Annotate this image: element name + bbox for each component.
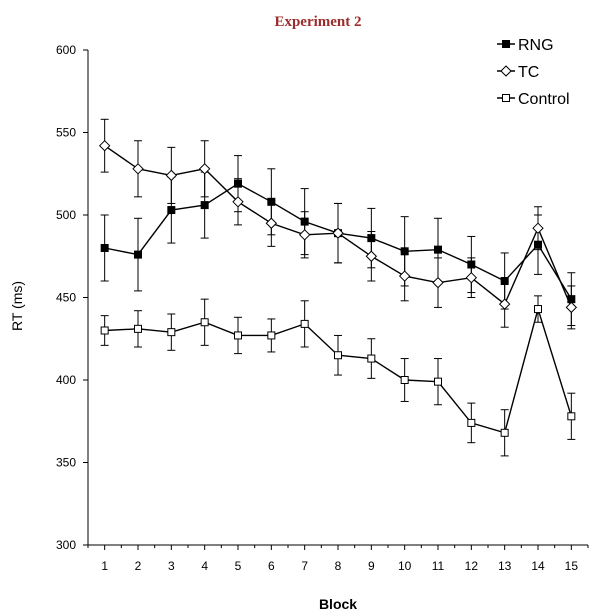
data-point-tc [232, 196, 244, 208]
y-axis-label: RT (ms) [9, 281, 25, 331]
data-point-rng [134, 250, 142, 259]
x-tick-label: 6 [268, 559, 275, 573]
x-tick-label: 8 [335, 559, 342, 573]
x-tick-label: 9 [368, 559, 375, 573]
data-point-control [200, 318, 209, 327]
data-point-tc [565, 301, 578, 314]
data-point-tc [332, 227, 344, 239]
x-tick-label: 4 [201, 559, 208, 573]
chart-title: Experiment 2 [274, 14, 361, 30]
data-point-control [267, 331, 276, 340]
legend: RNG TC Control [497, 37, 570, 108]
data-point-control [300, 319, 309, 328]
data-point-tc [165, 169, 178, 182]
x-axis-label: Block [319, 596, 357, 612]
data-point-tc [98, 139, 111, 152]
x-tick-label: 2 [135, 559, 142, 573]
x-tick-label: 5 [235, 559, 242, 573]
data-point-tc [198, 163, 211, 175]
legend-marker-control [502, 94, 510, 102]
y-tick-label: 500 [56, 208, 76, 222]
series-tc [98, 118, 578, 330]
data-point-control [500, 428, 509, 437]
legend-marker-tc [500, 65, 512, 77]
x-tick-label: 15 [565, 559, 579, 573]
data-point-tc [365, 250, 378, 262]
y-tick-label: 400 [56, 373, 76, 387]
data-point-control [567, 412, 576, 421]
data-point-control [467, 418, 476, 427]
data-point-control [167, 328, 176, 337]
x-tick-label: 12 [465, 559, 479, 573]
legend-label-rng: RNG [518, 37, 554, 54]
data-point-control [367, 354, 376, 363]
data-point-rng [167, 206, 176, 215]
x-tick-label: 1 [101, 559, 108, 573]
data-point-tc [498, 298, 511, 310]
x-tick-label: 7 [301, 559, 308, 573]
data-point-tc [398, 270, 411, 282]
data-point-tc [265, 217, 278, 229]
x-tick-label: 3 [168, 559, 175, 573]
x-tick-label: 10 [398, 559, 412, 573]
series-layer [98, 118, 578, 457]
y-tick-label: 550 [56, 126, 76, 140]
x-tick-label: 14 [531, 559, 545, 573]
x-tick-label: 13 [498, 559, 512, 573]
series-control [100, 295, 576, 457]
data-point-tc [132, 163, 144, 175]
data-point-rng [434, 245, 442, 254]
data-point-rng [200, 201, 209, 210]
y-tick-label: 350 [56, 456, 76, 470]
data-point-control [434, 377, 442, 386]
y-tick-label: 450 [56, 291, 76, 305]
data-point-tc [298, 229, 311, 241]
data-point-control [334, 351, 342, 360]
legend-label-control: Control [518, 91, 570, 108]
data-point-rng [100, 244, 109, 252]
data-point-control [534, 305, 542, 314]
legend-marker-rng [502, 40, 510, 48]
data-point-tc [432, 276, 444, 289]
y-tick-label: 600 [56, 43, 76, 57]
x-tick-label: 11 [432, 559, 445, 573]
data-point-control [100, 326, 109, 335]
data-point-control [234, 331, 242, 340]
y-tick-label: 300 [56, 538, 76, 552]
data-point-control [400, 376, 409, 384]
legend-label-tc: TC [518, 64, 539, 81]
data-point-tc [465, 271, 478, 284]
data-point-tc [532, 222, 544, 234]
data-point-control [134, 324, 142, 333]
